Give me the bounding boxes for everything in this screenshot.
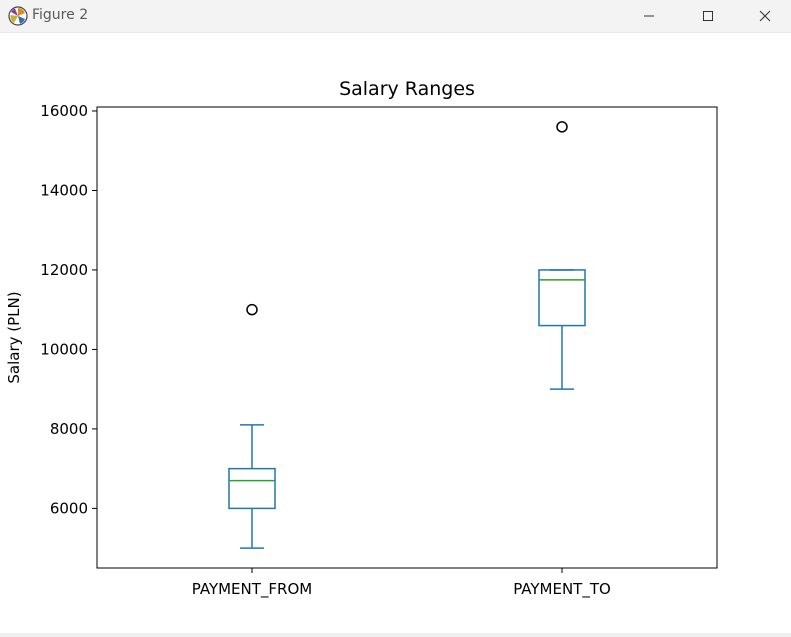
minimize-button[interactable] — [620, 0, 678, 32]
x-tick-label: PAYMENT_TO — [513, 580, 611, 599]
window-title: Figure 2 — [32, 7, 89, 23]
status-bar — [0, 633, 791, 637]
outlier-point — [246, 303, 258, 316]
box-plot-chart: Salary Ranges Salary (PLN) 6000 8000 10000… — [5, 78, 718, 599]
y-tick-label: 6000 — [50, 499, 88, 517]
y-axis-label: Salary (PLN) — [5, 291, 23, 383]
maximize-icon — [703, 11, 713, 21]
matplotlib-logo-icon — [8, 6, 28, 26]
title-bar[interactable]: Figure 2 — [0, 0, 791, 33]
figure-canvas[interactable]: Salary Ranges Salary (PLN) 6000 8000 10000… — [0, 33, 791, 633]
close-icon — [759, 10, 770, 22]
y-tick-label: 16000 — [40, 102, 88, 120]
x-axis: PAYMENT_FROM PAYMENT_TO — [192, 568, 611, 599]
axes-frame — [96, 106, 718, 569]
y-tick-label: 12000 — [40, 261, 88, 279]
y-tick-label: 10000 — [40, 340, 88, 358]
y-axis: 6000 8000 10000 12000 14000 16000 — [40, 102, 97, 517]
minimize-icon — [644, 15, 654, 17]
box-payment-to — [538, 121, 586, 390]
maximize-button[interactable] — [679, 0, 737, 32]
outlier-point — [556, 121, 568, 133]
y-tick-label: 14000 — [40, 181, 88, 199]
x-tick-label: PAYMENT_FROM — [192, 580, 312, 599]
interquartile-box — [538, 269, 586, 327]
y-tick-label: 8000 — [50, 420, 88, 438]
interquartile-box — [228, 467, 276, 510]
chart-title: Salary Ranges — [339, 78, 475, 100]
box-series — [228, 121, 586, 549]
close-button[interactable] — [738, 0, 791, 32]
box-payment-from — [228, 303, 276, 549]
